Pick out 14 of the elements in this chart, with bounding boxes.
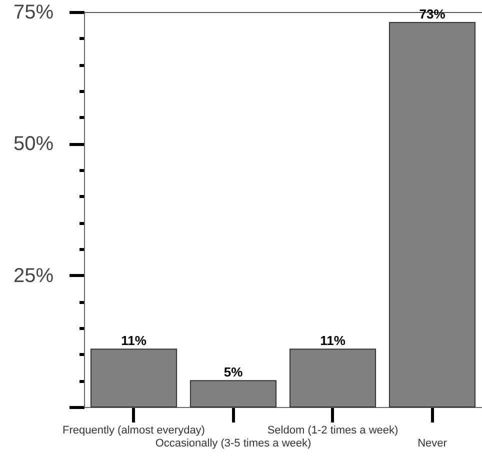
x-tick-label: Never bbox=[418, 438, 448, 450]
y-tick-label: 50% bbox=[13, 133, 54, 156]
data-label: 11% bbox=[121, 333, 147, 348]
y-tick-label: 75% bbox=[13, 2, 54, 24]
data-label: 11% bbox=[320, 333, 346, 348]
x-tick-label: Occasionally (3-5 times a week) bbox=[155, 438, 312, 450]
x-tick-label: Seldom (1-2 times a week) bbox=[267, 424, 398, 436]
bar bbox=[388, 22, 476, 408]
data-label: 5% bbox=[224, 364, 244, 380]
bar bbox=[90, 348, 178, 408]
bar bbox=[289, 348, 376, 408]
x-tick-label: Frequently (almost everyday) bbox=[62, 424, 205, 436]
bar bbox=[190, 380, 277, 408]
y-tick-label: 25% bbox=[13, 264, 54, 287]
